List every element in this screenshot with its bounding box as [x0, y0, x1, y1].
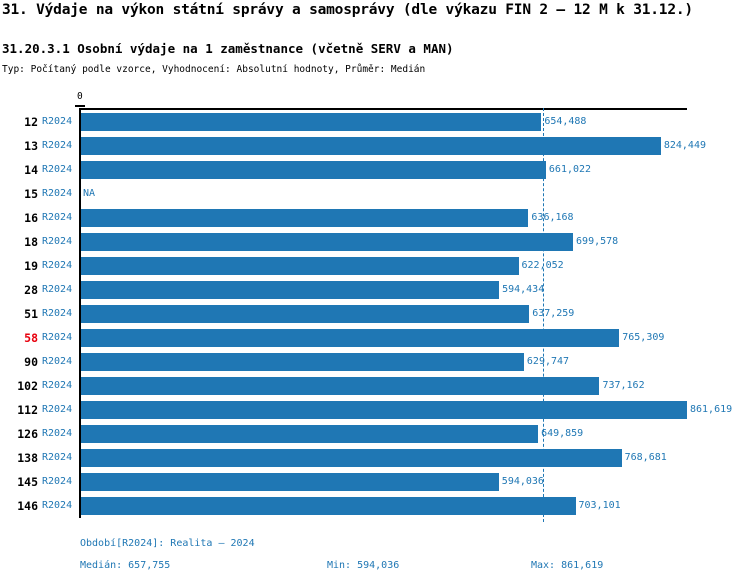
bar[interactable]: [81, 209, 529, 227]
row-id-label: 28: [24, 283, 38, 297]
bar[interactable]: [81, 425, 539, 443]
bar[interactable]: [81, 353, 524, 371]
bar[interactable]: [81, 137, 661, 155]
row-period-label: R2024: [42, 452, 73, 463]
row-period-label: R2024: [42, 188, 73, 199]
page-title: 31. Výdaje na výkon státní správy a samo…: [2, 2, 693, 18]
bar[interactable]: [81, 161, 546, 179]
chart-row[interactable]: 126 R2024 649,859: [0, 422, 750, 446]
bar[interactable]: [81, 257, 519, 275]
chart-row[interactable]: 90 R2024 629,747: [0, 350, 750, 374]
bar-value-label: 703,101: [578, 500, 621, 511]
chart-row[interactable]: 145 R2024 594,036: [0, 470, 750, 494]
row-period-label: R2024: [42, 260, 73, 271]
row-id-label: 51: [24, 307, 38, 321]
bar-value-label: 861,619: [690, 404, 733, 415]
chart-row[interactable]: 102 R2024 737,162: [0, 374, 750, 398]
row-id-label: 102: [17, 379, 38, 393]
row-id-label: 18: [24, 235, 38, 249]
chart-row[interactable]: 51 R2024 637,259: [0, 302, 750, 326]
row-period-label: R2024: [42, 500, 73, 511]
chart-row[interactable]: 13 R2024 824,449: [0, 134, 750, 158]
row-id-label: 16: [24, 211, 38, 225]
category-axis-line: [79, 108, 81, 518]
row-period-label: R2024: [42, 236, 73, 247]
bar-value-label: 622,052: [521, 260, 564, 271]
row-period-label: R2024: [42, 380, 73, 391]
bar[interactable]: [81, 233, 574, 251]
bar-value-label: 661,022: [548, 164, 592, 175]
row-id-label: 90: [24, 355, 38, 369]
legend-max: Max: 861,619: [531, 560, 604, 571]
row-id-label: 19: [24, 259, 38, 273]
bar-value-label: 654,488: [544, 116, 587, 127]
row-id-label: 146: [17, 499, 38, 513]
indicator-subtitle: 31.20.3.1 Osobní výdaje na 1 zaměstnance…: [2, 41, 454, 56]
row-period-label: R2024: [42, 476, 73, 487]
bar[interactable]: [81, 305, 530, 323]
row-id-label: 12: [24, 115, 38, 129]
value-axis-line: [79, 108, 687, 110]
chart-row[interactable]: 19 R2024 622,052: [0, 254, 750, 278]
row-id-label: 13: [24, 139, 38, 153]
row-period-label: R2024: [42, 332, 73, 343]
bar[interactable]: [81, 329, 620, 347]
chart-row[interactable]: 146 R2024 703,101: [0, 494, 750, 518]
bar[interactable]: [81, 401, 687, 419]
bar-value-label: 737,162: [602, 380, 645, 391]
bar[interactable]: [81, 497, 576, 515]
chart-row[interactable]: 58 R2024 765,309: [0, 326, 750, 350]
bar-value-label: 824,449: [663, 140, 706, 151]
row-na-label: NA: [83, 188, 96, 199]
zero-tick-mark: [75, 105, 85, 107]
bar-value-label: 629,747: [526, 356, 570, 367]
bar-value-label: 637,259: [532, 308, 575, 319]
zero-tick-label: 0: [77, 91, 83, 102]
bar-value-label: 636,168: [531, 212, 574, 223]
legend-min: Min: 594,036: [327, 560, 400, 571]
row-period-label: R2024: [42, 428, 73, 439]
indicator-type-line: Typ: Počítaný podle vzorce, Vyhodnocení:…: [2, 64, 426, 75]
bar[interactable]: [81, 377, 600, 395]
chart-row[interactable]: 28 R2024 594,434: [0, 278, 750, 302]
row-id-label: 112: [17, 403, 38, 417]
chart-row[interactable]: 12 R2024 654,488: [0, 110, 750, 134]
bar-value-label: 699,578: [576, 236, 619, 247]
row-period-label: R2024: [42, 356, 73, 367]
chart-row[interactable]: 16 R2024 636,168: [0, 206, 750, 230]
row-id-label: 15: [24, 187, 38, 201]
bar[interactable]: [81, 281, 500, 299]
chart-row[interactable]: 18 R2024 699,578: [0, 230, 750, 254]
legend-median: Medián: 657,755: [80, 560, 171, 571]
row-period-label: R2024: [42, 164, 73, 175]
row-period-label: R2024: [42, 404, 73, 415]
bar-value-label: 594,036: [501, 476, 544, 487]
bar[interactable]: [81, 113, 542, 131]
legend-period-note: Období[R2024]: Realita – 2024: [80, 538, 255, 549]
row-period-label: R2024: [42, 308, 73, 319]
chart-row[interactable]: 138 R2024 768,681: [0, 446, 750, 470]
chart-row[interactable]: 14 R2024 661,022: [0, 158, 750, 182]
row-period-label: R2024: [42, 140, 73, 151]
bar[interactable]: [81, 449, 622, 467]
row-id-label: 14: [24, 163, 38, 177]
bar-value-label: 594,434: [502, 284, 545, 295]
bar-value-label: 649,859: [541, 428, 584, 439]
chart-row[interactable]: 15 R2024 NA: [0, 182, 750, 206]
chart-row[interactable]: 112 R2024 861,619: [0, 398, 750, 422]
row-id-label: 138: [17, 451, 38, 465]
row-period-label: R2024: [42, 284, 73, 295]
median-reference-line: [542, 108, 544, 522]
row-id-label: 145: [17, 475, 38, 489]
row-period-label: R2024: [42, 116, 73, 127]
bar[interactable]: [81, 473, 499, 491]
row-id-label: 58: [24, 331, 38, 345]
bar-value-label: 765,309: [622, 332, 665, 343]
row-id-label: 126: [17, 427, 38, 441]
row-period-label: R2024: [42, 212, 73, 223]
bar-value-label: 768,681: [624, 452, 667, 463]
